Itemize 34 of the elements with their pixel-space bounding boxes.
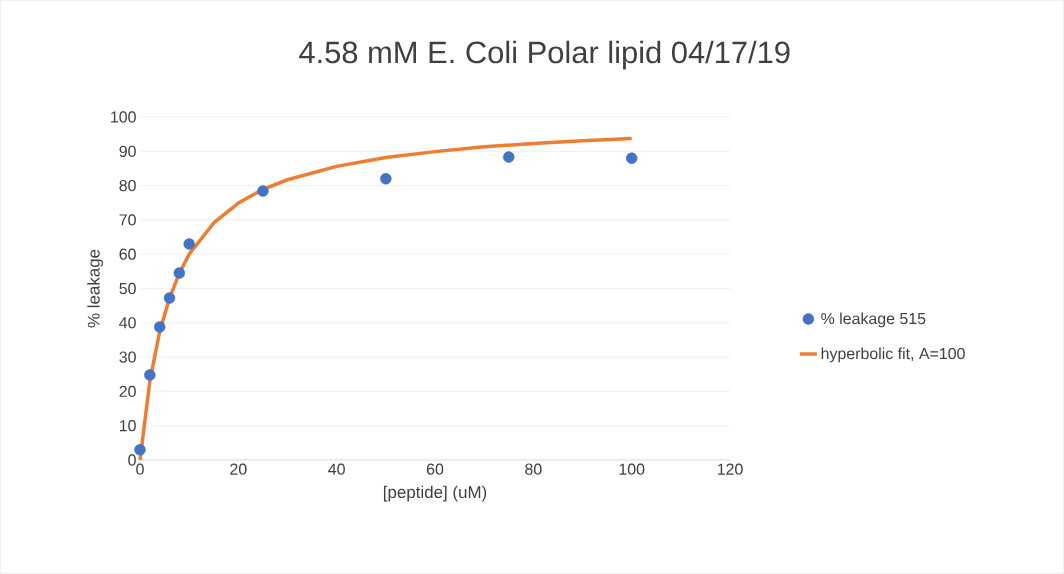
point: [625, 152, 638, 164]
x-tick-label: 100: [619, 463, 645, 475]
point: [257, 185, 269, 197]
x-tick-label: 60: [426, 463, 444, 475]
line-series: [138, 136, 634, 462]
point: [173, 267, 186, 279]
point: [503, 151, 515, 163]
point: [153, 321, 166, 333]
legend-label: hyperbolic fit, A=100: [821, 347, 965, 363]
point: [144, 369, 156, 381]
y-tick-label: 90: [119, 145, 136, 157]
x-tick-label: 20: [230, 463, 247, 475]
y-tick-label: 10: [119, 420, 136, 432]
y-tick-label: 0: [128, 454, 136, 466]
y-axis-title: % leakage: [87, 249, 104, 328]
x-tick-label: 0: [136, 463, 144, 475]
x-tick-label: 40: [328, 463, 345, 475]
y-tick-label: 100: [111, 111, 136, 123]
point: [134, 443, 146, 456]
y-tick-label: 70: [119, 214, 136, 226]
x-tick-label: 80: [525, 463, 542, 475]
y-tick-label: 50: [119, 282, 136, 295]
point: [163, 292, 176, 304]
y-tick-label: 60: [119, 248, 136, 260]
x-axis-title: [peptide] (uM): [383, 485, 487, 502]
y-tick-label: 20: [119, 385, 136, 398]
chart-title: 4.58 mM E. Coli Polar lipid 04/17/19: [299, 40, 790, 70]
y-tick-label: 40: [119, 317, 136, 329]
x-tick-label: 120: [717, 463, 743, 475]
point: [380, 173, 392, 185]
y-tick-label: 80: [119, 179, 136, 192]
point: [183, 238, 195, 250]
legend-label: % leakage 515: [821, 312, 926, 328]
y-tick-label: 30: [119, 351, 136, 363]
